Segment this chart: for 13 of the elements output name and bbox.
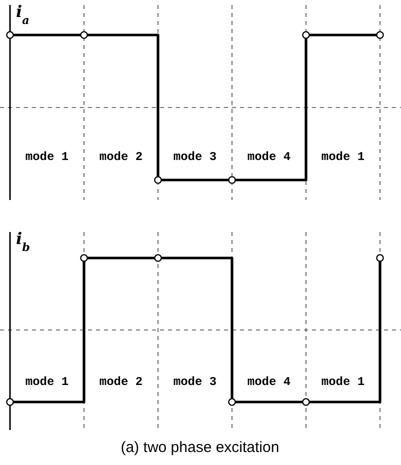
annotation: mode 3 — [173, 150, 217, 164]
y-axis-title: i$_{a}$ — [16, 2, 30, 27]
y-axis-title: i$_{b}$ — [16, 229, 30, 254]
annotation: mode 1 — [25, 150, 69, 164]
annotation: mode 1 — [25, 375, 69, 389]
annotation: mode 2 — [99, 375, 143, 389]
annotation: mode 1 — [321, 150, 365, 164]
text: (a) two phase excitation — [120, 439, 280, 456]
annotation: mode 2 — [99, 150, 143, 164]
annotation: mode 4 — [247, 150, 291, 164]
annotation: mode 3 — [173, 375, 217, 389]
annotation: mode 1 — [321, 375, 365, 389]
annotation: mode 4 — [247, 375, 291, 389]
